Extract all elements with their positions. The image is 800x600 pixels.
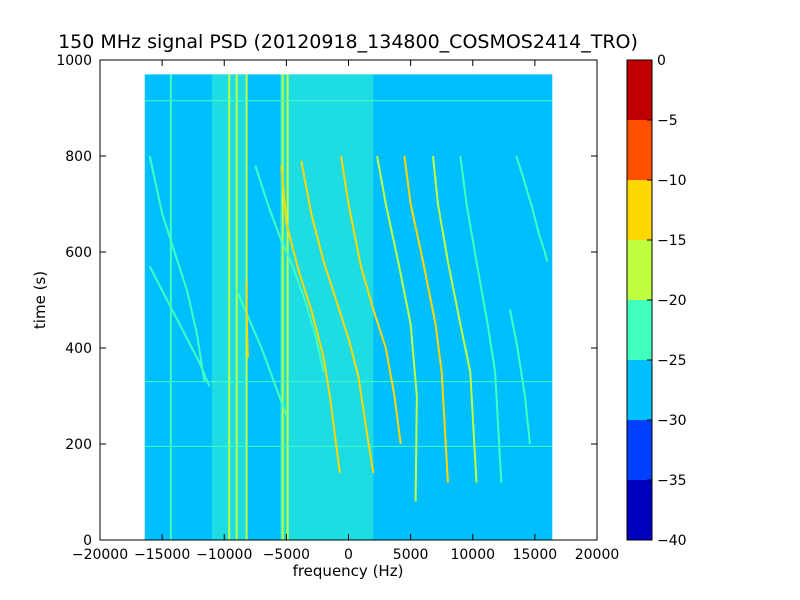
doppler-trace [148,265,211,387]
y-tick-label: 200 [65,437,92,453]
y-tick-label: 400 [65,341,92,357]
doppler-trace [515,155,549,262]
colorbar-segment [627,180,652,240]
colorbar-segment [627,240,652,300]
doppler-trace [245,280,249,358]
chart-title: 150 MHz signal PSD (20120918_134800_COSM… [58,31,638,53]
heatmap-area [144,74,553,541]
doppler-trace [459,155,503,483]
colorbar-segment [627,120,652,180]
noise-band [280,74,374,541]
colorbar-tick-label: −40 [657,533,687,549]
doppler-trace [340,155,402,445]
x-tick-label: 5000 [393,547,429,563]
x-tick-label: −10000 [196,547,252,563]
doppler-trace [509,309,531,445]
y-tick-label: 800 [65,149,92,165]
y-axis-label: time (s) [31,271,49,329]
y-tick-label: 1000 [56,53,92,69]
colorbar-tick-label: −25 [657,353,687,369]
x-tick-label: −5000 [263,547,310,563]
colorbar-segment [627,360,652,420]
doppler-trace [148,155,206,382]
colorbar-tick-label: −20 [657,293,687,309]
doppler-trace [300,160,375,473]
x-tick-label: 10000 [450,547,495,563]
x-tick-label: −20000 [72,547,128,563]
colorbar-tick-label: −5 [657,113,678,129]
x-tick-label: 20000 [575,547,620,563]
colorbar-segment [627,300,652,360]
doppler-trace [431,155,478,483]
doppler-trace [376,155,418,502]
colorbar-segment [627,480,652,540]
colorbar-segment [627,420,652,480]
x-axis-label: frequency (Hz) [293,562,404,580]
x-tick-label: −15000 [134,547,190,563]
doppler-trace [254,165,325,373]
x-axis: −20000 −15000 −10000 −5000 0 5000 10000 15000 20… [72,60,619,563]
y-axis: 0 200 400 600 800 1000 [56,53,597,549]
x-tick-label: 0 [344,547,353,563]
colorbar-tick-label: −10 [657,173,687,189]
y-tick-label: 600 [65,245,92,261]
doppler-trace [235,290,288,416]
doppler-trace [403,155,449,483]
colorbar-tick-label: −15 [657,233,687,249]
colorbar-segment [627,60,652,120]
x-tick-label: 15000 [513,547,558,563]
doppler-trace [280,165,341,473]
colorbar-tick-label: −30 [657,413,687,429]
y-tick-label: 0 [83,533,92,549]
colorbar: −40 −35 −30 −25 −20 −15 −10 −5 0 [626,53,687,549]
colorbar-tick-label: −35 [657,473,687,489]
colorbar-tick-label: 0 [657,53,666,69]
